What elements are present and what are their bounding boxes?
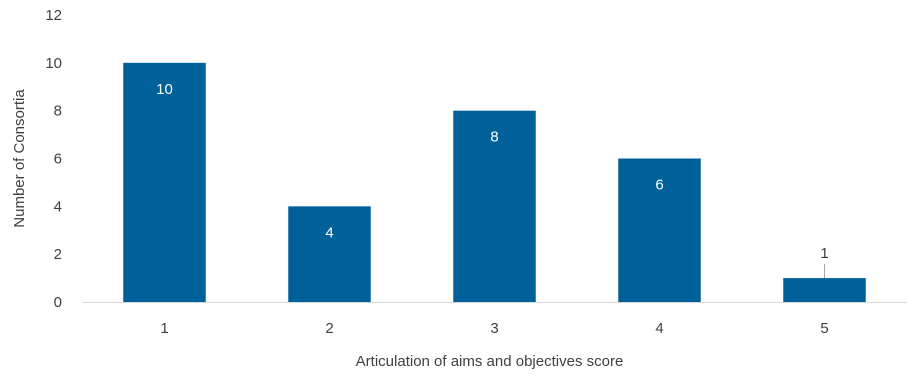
x-tick-label: 2 — [325, 320, 333, 337]
y-axis-title: Number of Consortia — [11, 89, 28, 228]
y-tick-label: 12 — [45, 7, 62, 24]
y-tick-label: 2 — [54, 246, 62, 263]
bar — [783, 278, 866, 302]
y-tick-label: 6 — [54, 151, 62, 168]
data-label: 10 — [156, 81, 173, 98]
y-tick-label: 4 — [54, 198, 62, 215]
data-label: 6 — [655, 177, 663, 194]
data-label: 4 — [325, 224, 333, 241]
data-label: 8 — [490, 129, 498, 146]
y-tick-label: 10 — [45, 55, 62, 72]
bar — [288, 206, 371, 302]
x-tick-label: 1 — [160, 320, 168, 337]
x-axis-title: Articulation of aims and objectives scor… — [356, 353, 624, 370]
x-axis-ticks: 1 2 3 4 5 — [160, 320, 828, 337]
data-label: 1 — [820, 245, 828, 262]
y-axis-ticks: 0 2 4 6 8 10 12 — [45, 7, 62, 311]
x-tick-label: 4 — [655, 320, 663, 337]
bar — [618, 158, 701, 302]
bar — [453, 110, 536, 303]
x-tick-label: 5 — [820, 320, 828, 337]
x-tick-label: 3 — [490, 320, 498, 337]
y-tick-label: 0 — [54, 294, 62, 311]
data-labels: 10 4 8 6 1 — [156, 81, 829, 279]
y-tick-label: 8 — [54, 103, 62, 120]
bars — [123, 62, 866, 303]
bar — [123, 62, 206, 303]
